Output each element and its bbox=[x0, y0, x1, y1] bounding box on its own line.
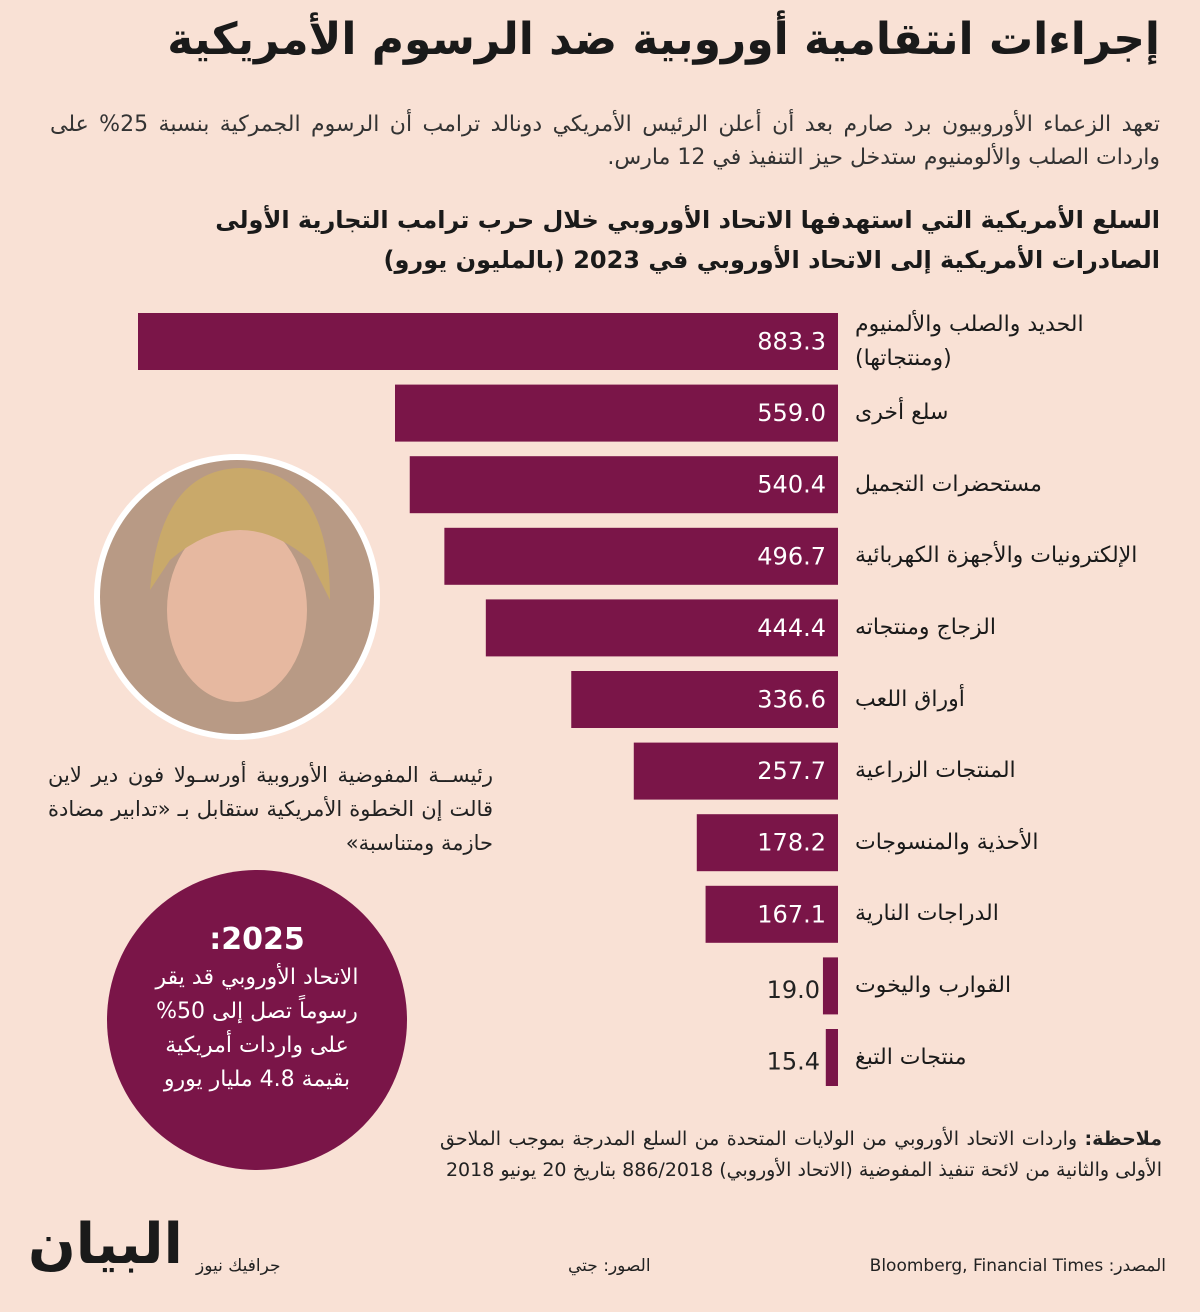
chart-subtitle: الصادرات الأمريكية إلى الاتحاد الأوروبي … bbox=[383, 246, 1160, 274]
callout-text: الاتحاد الأوروبي قد يقر رسوماً تصل إلى 5… bbox=[155, 965, 359, 1092]
photos-label: الصور: bbox=[603, 1256, 651, 1276]
value-label: 167.1 bbox=[757, 900, 826, 928]
photo-caption: رئيســة المفوضية الأوروبية أورسـولا فون … bbox=[48, 763, 493, 855]
value-label: 257.7 bbox=[757, 757, 826, 785]
value-label: 15.4 bbox=[767, 1048, 820, 1076]
bar bbox=[705, 885, 838, 943]
category-label: المنتجات الزراعية bbox=[855, 758, 1016, 784]
category-label: أوراق اللعب bbox=[855, 686, 965, 712]
category-label: الزجاج ومنتجاته bbox=[855, 614, 996, 640]
note-text: واردات الاتحاد الأوروبي من الولايات المت… bbox=[440, 1128, 1162, 1181]
value-label: 178.2 bbox=[757, 829, 826, 857]
bar bbox=[395, 384, 838, 442]
value-label: 444.4 bbox=[757, 614, 826, 642]
callout: 2025: الاتحاد الأوروبي قد يقر رسوماً تصل … bbox=[107, 870, 407, 1170]
bar bbox=[825, 1029, 838, 1086]
value-label: 883.3 bbox=[757, 328, 826, 356]
bar bbox=[822, 957, 838, 1015]
bar bbox=[138, 313, 838, 370]
intro: تعهد الزعماء الأوروبيون برد صارم بعد أن … bbox=[50, 112, 1160, 170]
category-label: الأحذية والمنسوجات bbox=[855, 829, 1039, 855]
logo: البيان bbox=[28, 1212, 183, 1277]
photo-face bbox=[167, 518, 307, 702]
chart-heading: السلع الأمريكية التي استهدفها الاتحاد ال… bbox=[40, 200, 1160, 280]
category-label: الحديد والصلب والألمنيوم (ومنتجاتها) bbox=[855, 311, 1084, 371]
bar bbox=[696, 814, 838, 872]
photos-text: جتي bbox=[568, 1256, 598, 1276]
bar bbox=[571, 671, 838, 728]
photos-credit: الصور: جتي bbox=[568, 1256, 651, 1276]
source: المصدر: Bloomberg, Financial Times bbox=[870, 1256, 1166, 1276]
note: ملاحظة: واردات الاتحاد الأوروبي من الولا… bbox=[440, 1124, 1162, 1186]
graphic-credit: جرافيك نيوز bbox=[196, 1256, 281, 1276]
title: إجراءات انتقامية أوروبية ضد الرسوم الأمر… bbox=[167, 14, 1160, 65]
source-label: المصدر: bbox=[1108, 1256, 1166, 1276]
category-label: الإلكترونيات والأجهزة الكهربائية bbox=[855, 543, 1138, 569]
category-label: سلع أخرى bbox=[855, 400, 949, 426]
bar bbox=[444, 527, 838, 585]
note-label: ملاحظة: bbox=[1084, 1128, 1162, 1150]
value-label: 336.6 bbox=[757, 686, 826, 714]
category-label: مستحضرات التجميل bbox=[855, 471, 1042, 497]
callout-title: 2025: bbox=[209, 922, 305, 957]
bar bbox=[633, 742, 838, 800]
bar bbox=[409, 456, 838, 514]
category-label: منتجات التبغ bbox=[855, 1044, 967, 1070]
photo-hair bbox=[150, 468, 330, 600]
value-label: 559.0 bbox=[757, 399, 826, 427]
value-label: 496.7 bbox=[757, 542, 826, 570]
chart-title: السلع الأمريكية التي استهدفها الاتحاد ال… bbox=[215, 206, 1160, 234]
bar bbox=[485, 599, 838, 657]
category-label: القوارب واليخوت bbox=[855, 972, 1012, 998]
value-label: 540.4 bbox=[757, 471, 826, 499]
value-label: 19.0 bbox=[767, 976, 820, 1004]
category-label: الدراجات النارية bbox=[855, 901, 999, 927]
source-text: Bloomberg, Financial Times bbox=[869, 1256, 1104, 1276]
